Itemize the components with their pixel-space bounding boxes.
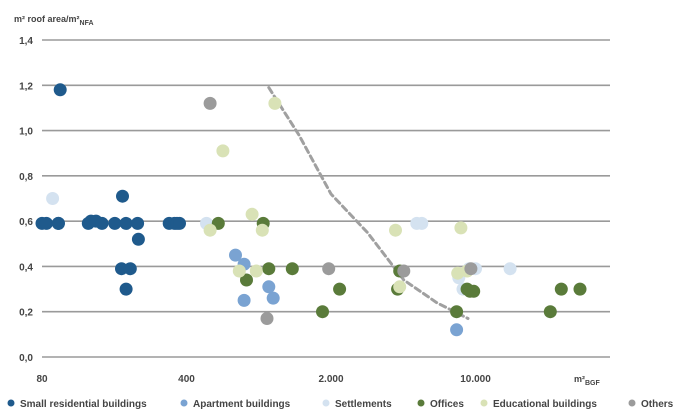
- x-tick-label: 2.000: [319, 374, 344, 385]
- data-point: [316, 305, 329, 319]
- y-tick-label: 0,2: [19, 308, 33, 319]
- data-point: [39, 216, 53, 230]
- data-point: [255, 223, 269, 237]
- y-tick-label: 0,0: [19, 353, 33, 364]
- data-point: [573, 282, 587, 296]
- data-point: [266, 291, 280, 305]
- data-point: [108, 216, 122, 230]
- y-tick-label: 0,6: [19, 217, 33, 228]
- data-point: [237, 293, 251, 307]
- data-point: [467, 284, 481, 298]
- data-point: [46, 192, 60, 205]
- legend-marker: [480, 399, 488, 407]
- data-point: [450, 305, 464, 319]
- data-point: [232, 264, 246, 278]
- data-point: [268, 96, 282, 110]
- data-point: [415, 216, 429, 230]
- x-axis-label: m²BGF: [574, 374, 601, 387]
- x-tick-label: 400: [178, 374, 195, 385]
- y-tick-label: 0,8: [19, 172, 33, 183]
- data-point: [131, 216, 145, 230]
- data-point: [119, 216, 133, 230]
- legend-item: Offices: [417, 399, 464, 410]
- legend-item: Others: [628, 399, 674, 410]
- y-tick-label: 1,2: [19, 81, 33, 92]
- data-point: [322, 262, 336, 276]
- data-point: [260, 312, 274, 325]
- series-points: [46, 192, 517, 296]
- legend-marker: [417, 399, 425, 407]
- series-points: [203, 96, 478, 325]
- data-point: [123, 262, 137, 276]
- data-point: [216, 144, 230, 158]
- x-tick-label: 80: [36, 374, 48, 385]
- data-point: [450, 323, 464, 337]
- data-point: [389, 223, 402, 237]
- x-tick-label: 10.000: [460, 374, 491, 385]
- data-point: [95, 216, 109, 230]
- data-point: [53, 83, 67, 97]
- legend-label: Apartment buildings: [193, 399, 291, 410]
- data-point: [333, 282, 347, 296]
- data-point: [543, 305, 557, 319]
- data-point: [393, 280, 407, 294]
- legend-marker: [628, 399, 636, 407]
- legend-marker: [322, 399, 330, 407]
- legend-label: Settlements: [335, 399, 392, 410]
- legend-marker: [7, 399, 15, 407]
- data-point: [554, 282, 568, 296]
- legend-label: Educational buildings: [493, 399, 597, 410]
- data-point: [285, 262, 299, 276]
- data-point: [262, 280, 276, 294]
- legend-item: Settlements: [322, 399, 392, 410]
- legend-marker: [180, 399, 188, 407]
- data-point: [262, 262, 276, 276]
- y-tick-label: 1,0: [19, 127, 33, 138]
- legend-label: Offices: [430, 399, 464, 410]
- legend-label: Others: [641, 399, 674, 410]
- series-points: [229, 248, 464, 337]
- data-point: [203, 223, 217, 237]
- data-points: [35, 83, 587, 337]
- data-point: [503, 262, 517, 276]
- data-point: [173, 216, 186, 230]
- data-point: [240, 273, 253, 287]
- data-point: [119, 282, 133, 296]
- data-point: [454, 221, 468, 235]
- data-point: [245, 207, 259, 221]
- data-point: [203, 96, 217, 110]
- y-tick-label: 0,4: [19, 262, 33, 273]
- legend-label: Small residential buildings: [20, 399, 147, 410]
- data-point: [51, 216, 65, 230]
- y-axis-label: m² roof area/m²NFA: [14, 14, 94, 27]
- data-point: [131, 232, 145, 246]
- data-point: [464, 262, 478, 276]
- legend: Small residential buildings Apartment bui…: [7, 399, 674, 410]
- series-points: [35, 83, 186, 296]
- trend-line: [267, 86, 470, 320]
- data-point: [229, 248, 242, 262]
- legend-item: Small residential buildings: [7, 399, 147, 410]
- y-tick-label: 1,4: [19, 36, 33, 47]
- data-point: [116, 189, 129, 203]
- data-point: [397, 264, 411, 278]
- data-point: [249, 264, 263, 278]
- x-axis-ticks: 80 400 2.000 10.000: [36, 374, 491, 385]
- legend-item: Apartment buildings: [180, 399, 291, 410]
- y-axis-ticks: 0,0 0,2 0,4 0,6 0,8 1,0 1,2 1,4: [19, 36, 33, 364]
- legend-item: Educational buildings: [480, 399, 597, 410]
